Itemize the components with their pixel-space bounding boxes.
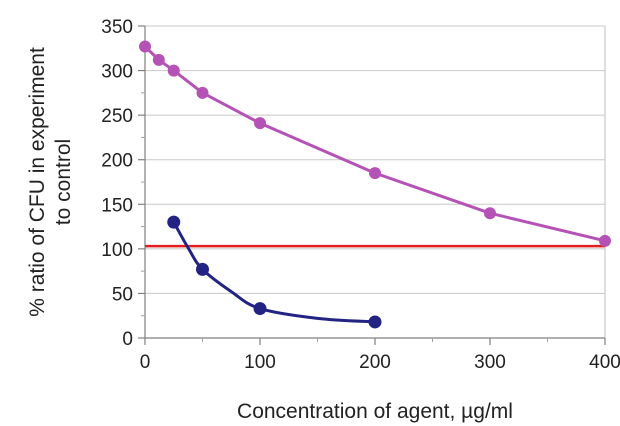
series-1-point-3 xyxy=(196,86,209,99)
x-axis-title: Concentration of agent, µg/ml xyxy=(237,400,513,423)
series-group xyxy=(139,40,611,329)
axes xyxy=(138,25,606,345)
series-2-point-0 xyxy=(167,215,181,229)
y-tick-label-300: 300 xyxy=(101,62,133,83)
x-tick-label-400: 400 xyxy=(589,352,620,373)
x-tick-label-0: 0 xyxy=(140,352,151,373)
series-1-point-1 xyxy=(152,53,165,66)
y-tick-label-0: 0 xyxy=(122,329,133,350)
y-tick-label-150: 150 xyxy=(101,195,133,216)
x-tick-label-200: 200 xyxy=(359,352,391,373)
series-1-point-2 xyxy=(167,64,180,77)
x-tick-label-100: 100 xyxy=(244,352,276,373)
series-2-point-3 xyxy=(368,315,382,329)
y-axis-title-line-1: % ratio of CFU in experiment xyxy=(26,47,49,317)
y-tick-label-250: 250 xyxy=(101,106,133,127)
gridlines xyxy=(145,25,605,294)
y-tick-label-50: 50 xyxy=(112,284,133,305)
series-2-point-2 xyxy=(253,302,267,316)
series-2-line xyxy=(172,220,377,324)
series-1-point-7 xyxy=(599,234,611,247)
series-1-point-5 xyxy=(369,167,381,180)
y-tick-label-100: 100 xyxy=(101,240,133,261)
plot-area xyxy=(144,25,606,339)
series-1-point-4 xyxy=(254,117,266,130)
series-1-point-6 xyxy=(484,207,496,220)
x-tick-label-300: 300 xyxy=(474,352,506,373)
y-tick-label-350: 350 xyxy=(101,17,133,38)
series-1-point-0 xyxy=(139,40,151,53)
y-tick-label-200: 200 xyxy=(101,151,133,172)
axis-titles: Concentration of agent, µg/ml % ratio of… xyxy=(26,47,513,423)
y-axis-title-line-2: to control xyxy=(52,139,75,225)
tick-labels: 0 50 100 150 200 250 300 350 0 100 200 300 400 xyxy=(101,17,620,373)
series-2-point-1 xyxy=(196,262,209,276)
